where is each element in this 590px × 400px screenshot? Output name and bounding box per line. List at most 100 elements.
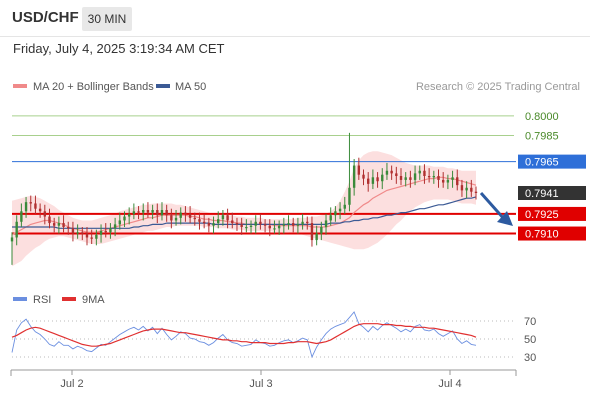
candle-body — [474, 191, 478, 193]
candle-body — [221, 215, 225, 220]
moving-averages — [11, 176, 477, 236]
ma50-legend-label: MA 50 — [175, 81, 206, 93]
candle-body — [352, 165, 356, 188]
level-label-0.7925: 0.7925 — [525, 209, 559, 221]
candle-body — [390, 170, 393, 174]
candle-body — [95, 234, 98, 239]
timeframe-badge[interactable]: 30 MIN — [82, 7, 132, 31]
candle-body — [240, 224, 243, 227]
candle-body — [38, 208, 42, 212]
level-label-0.8000: 0.8000 — [525, 111, 559, 123]
rsi-panel: 70 50 30 — [11, 311, 536, 364]
candle-body — [343, 204, 346, 209]
candle-body — [188, 213, 192, 218]
candle-body — [367, 178, 370, 184]
candle-body — [71, 228, 75, 234]
candle-body — [137, 211, 140, 213]
candle-body — [432, 176, 436, 178]
candle-body — [268, 225, 271, 229]
x-tick-label: Jul 4 — [438, 378, 461, 390]
candle-body — [226, 215, 229, 221]
candle-body — [24, 202, 28, 212]
candle-body — [404, 177, 407, 180]
candle-body — [146, 210, 150, 213]
candle-body — [460, 185, 464, 191]
rsi-legend-swatch — [13, 297, 27, 301]
candle-body — [399, 176, 403, 180]
candle-body — [334, 211, 337, 216]
candle-body — [118, 220, 121, 225]
candle-body — [127, 213, 131, 217]
candle-body — [57, 223, 61, 226]
rsi-level-label: 70 — [524, 316, 536, 328]
legend-top: MA 20 + Bollinger Bands MA 50 Research ©… — [13, 81, 580, 93]
candle-body — [235, 223, 239, 225]
rsi-ma-line — [11, 323, 477, 347]
candle-body — [446, 179, 450, 183]
candle-body — [423, 170, 426, 176]
candle-body — [456, 177, 459, 186]
candle-body — [179, 212, 182, 218]
candle-body — [371, 177, 375, 184]
level-label-0.7965: 0.7965 — [525, 157, 559, 169]
candle-body — [296, 224, 300, 226]
candle-body — [20, 211, 23, 222]
chart-header: USD/CHF 30 MIN — [0, 0, 590, 36]
candle-body — [160, 210, 164, 216]
candle-body — [259, 221, 262, 225]
x-tick-label: Jul 2 — [60, 378, 83, 390]
symbol-title: USD/CHF — [12, 9, 79, 26]
candle-body — [418, 170, 421, 174]
candle-body — [212, 223, 215, 226]
candle-body — [15, 221, 18, 238]
candle-body — [254, 221, 257, 226]
level-tag-0.7941 — [518, 186, 586, 200]
candle-body — [90, 237, 93, 239]
candle-body — [277, 225, 281, 229]
candle-body — [202, 221, 206, 224]
candle-body — [348, 187, 351, 205]
candle-body — [357, 165, 361, 175]
candle-body — [34, 203, 37, 209]
forecast-arrow-head — [497, 211, 513, 226]
candle-body — [465, 187, 468, 191]
candle-body — [132, 211, 136, 214]
level-tag-0.7925 — [518, 206, 586, 221]
ma50-legend-swatch — [156, 84, 170, 88]
candle-body — [156, 210, 159, 216]
candle-body — [249, 225, 253, 227]
candle-body — [142, 210, 145, 213]
candle-body — [413, 173, 417, 180]
candle-body — [67, 227, 70, 229]
level-label-0.7985: 0.7985 — [525, 130, 559, 142]
candle-body — [338, 208, 342, 212]
candle-body — [184, 212, 187, 214]
x-axis: Jul 2 Jul 3 Jul 4 — [10, 369, 517, 390]
candle-body — [231, 220, 234, 224]
rsi-level-label: 30 — [524, 352, 536, 364]
candle-body — [441, 179, 445, 183]
ma50-line — [12, 196, 477, 229]
rsi-ma-legend-swatch — [62, 297, 76, 301]
candle-body — [263, 224, 267, 226]
candle-body — [437, 176, 440, 180]
ma20-legend-swatch — [13, 84, 27, 88]
x-tick-label: Jul 3 — [249, 378, 272, 390]
candle-body — [292, 223, 295, 226]
candle-body — [165, 210, 168, 216]
level-tag-0.7910 — [518, 226, 586, 241]
candle-body — [310, 223, 314, 241]
rsi-line — [11, 311, 477, 359]
forecast-arrow-shaft — [479, 192, 507, 221]
candle-body — [193, 217, 196, 220]
candle-body — [451, 177, 454, 180]
candle-body — [170, 215, 173, 221]
candle-body — [62, 223, 65, 227]
level-tag-0.7965 — [518, 154, 586, 169]
candle-body — [151, 210, 154, 213]
candle-body — [381, 174, 384, 182]
candle-body — [207, 223, 211, 226]
candles — [10, 132, 478, 265]
candle-body — [245, 227, 248, 229]
